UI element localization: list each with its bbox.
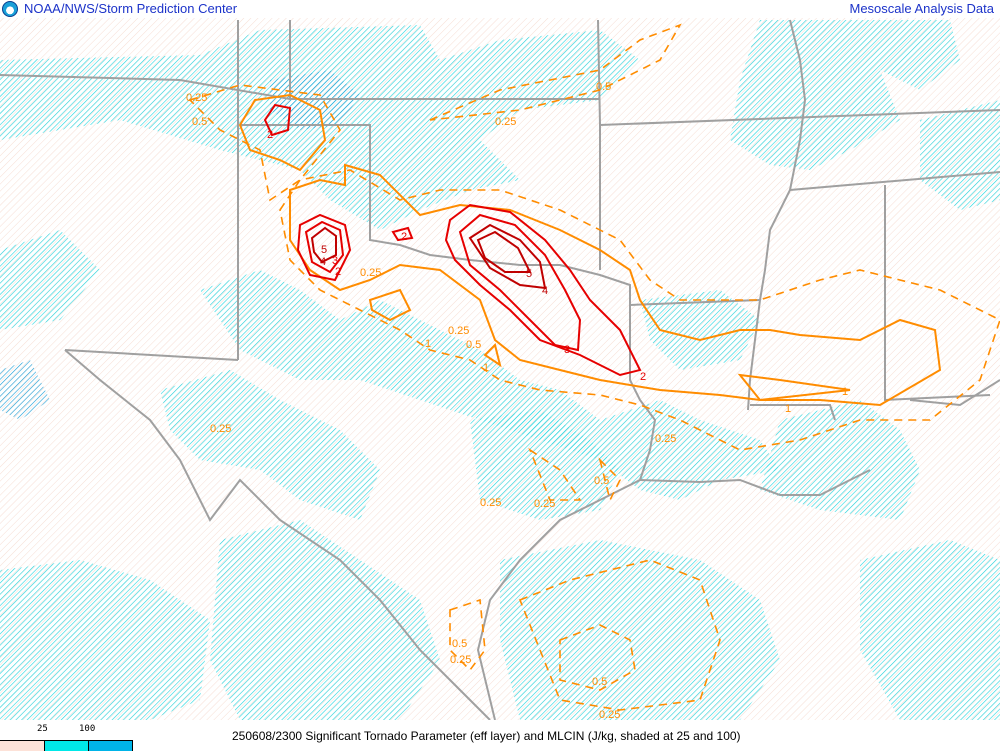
contour-label: 0.5 [596, 81, 611, 93]
contour-label: 0.25 [186, 92, 207, 104]
stp-contours-high [263, 103, 642, 377]
footer: 25 100 250608/2300 Significant Tornado P… [0, 720, 1000, 751]
contour-label: 5 [526, 268, 532, 280]
contour-label: 5 [321, 244, 327, 256]
header: NOAA/NWS/Storm Prediction Center Mesosca… [0, 0, 1000, 18]
contour-label: 2 [267, 129, 273, 141]
contour-label: 0.25 [495, 116, 516, 128]
contour-labels: 0.25 0.5 2 0.25 0.5 5 4 3 2 0.25 2 5 4 3… [186, 81, 848, 720]
contour-label: 0.5 [594, 475, 609, 487]
map: 0.25 0.5 2 0.25 0.5 5 4 3 2 0.25 2 5 4 3… [0, 18, 1000, 720]
contour-label: 1 [425, 338, 431, 350]
legend-swatch-25 [44, 740, 88, 751]
legend-swatch-100 [88, 740, 133, 751]
contour-label: 1 [785, 403, 791, 415]
contour-label: 0.25 [210, 423, 231, 435]
contour-label: 2 [640, 371, 646, 383]
map-caption: 250608/2300 Significant Tornado Paramete… [232, 729, 741, 743]
contour-label: 0.25 [450, 654, 471, 666]
contour-label: 0.25 [360, 267, 381, 279]
contour-label: 1 [842, 386, 848, 398]
state-borders [0, 19, 1000, 720]
legend-tick-25: 25 [37, 724, 48, 734]
contour-label: 0.5 [192, 116, 207, 128]
contour-label: 2 [401, 231, 407, 243]
contour-label: 2 [335, 266, 341, 278]
header-left-title: NOAA/NWS/Storm Prediction Center [24, 1, 238, 16]
header-right-title: Mesoscale Analysis Data [849, 1, 994, 16]
contour-label: 0.5 [452, 638, 467, 650]
contour-label: 0.25 [599, 709, 620, 720]
contour-label: 0.25 [534, 498, 555, 510]
contour-label: 3 [564, 344, 570, 356]
contour-label: 1 [483, 362, 489, 374]
contour-label: 0.25 [480, 497, 501, 509]
contour-label: 0.5 [592, 676, 607, 688]
stp-contours-dashed [188, 23, 1000, 711]
noaa-logo [2, 1, 18, 17]
legend-tick-100: 100 [79, 724, 96, 734]
legend-swatch-below-25 [0, 740, 44, 751]
contour-label: 0.25 [655, 433, 676, 445]
contour-label: 0.25 [448, 325, 469, 337]
stp-contours-top [310, 223, 547, 290]
contour-label: 0.5 [466, 339, 481, 351]
contour-label: 4 [542, 285, 548, 297]
contour-label: 3 [332, 255, 338, 267]
contour-label: 4 [320, 256, 326, 268]
